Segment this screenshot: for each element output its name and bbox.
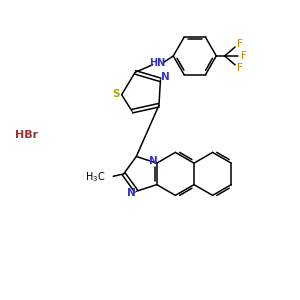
Text: F: F	[237, 39, 242, 49]
Text: HBr: HBr	[14, 130, 38, 140]
Text: HN: HN	[149, 58, 165, 68]
Text: N: N	[160, 72, 169, 82]
Text: N: N	[148, 156, 157, 166]
Text: S: S	[112, 89, 120, 99]
Text: H$_3$C: H$_3$C	[85, 170, 105, 184]
Text: N: N	[127, 188, 136, 198]
Text: F: F	[241, 51, 247, 61]
Text: F: F	[237, 63, 242, 73]
